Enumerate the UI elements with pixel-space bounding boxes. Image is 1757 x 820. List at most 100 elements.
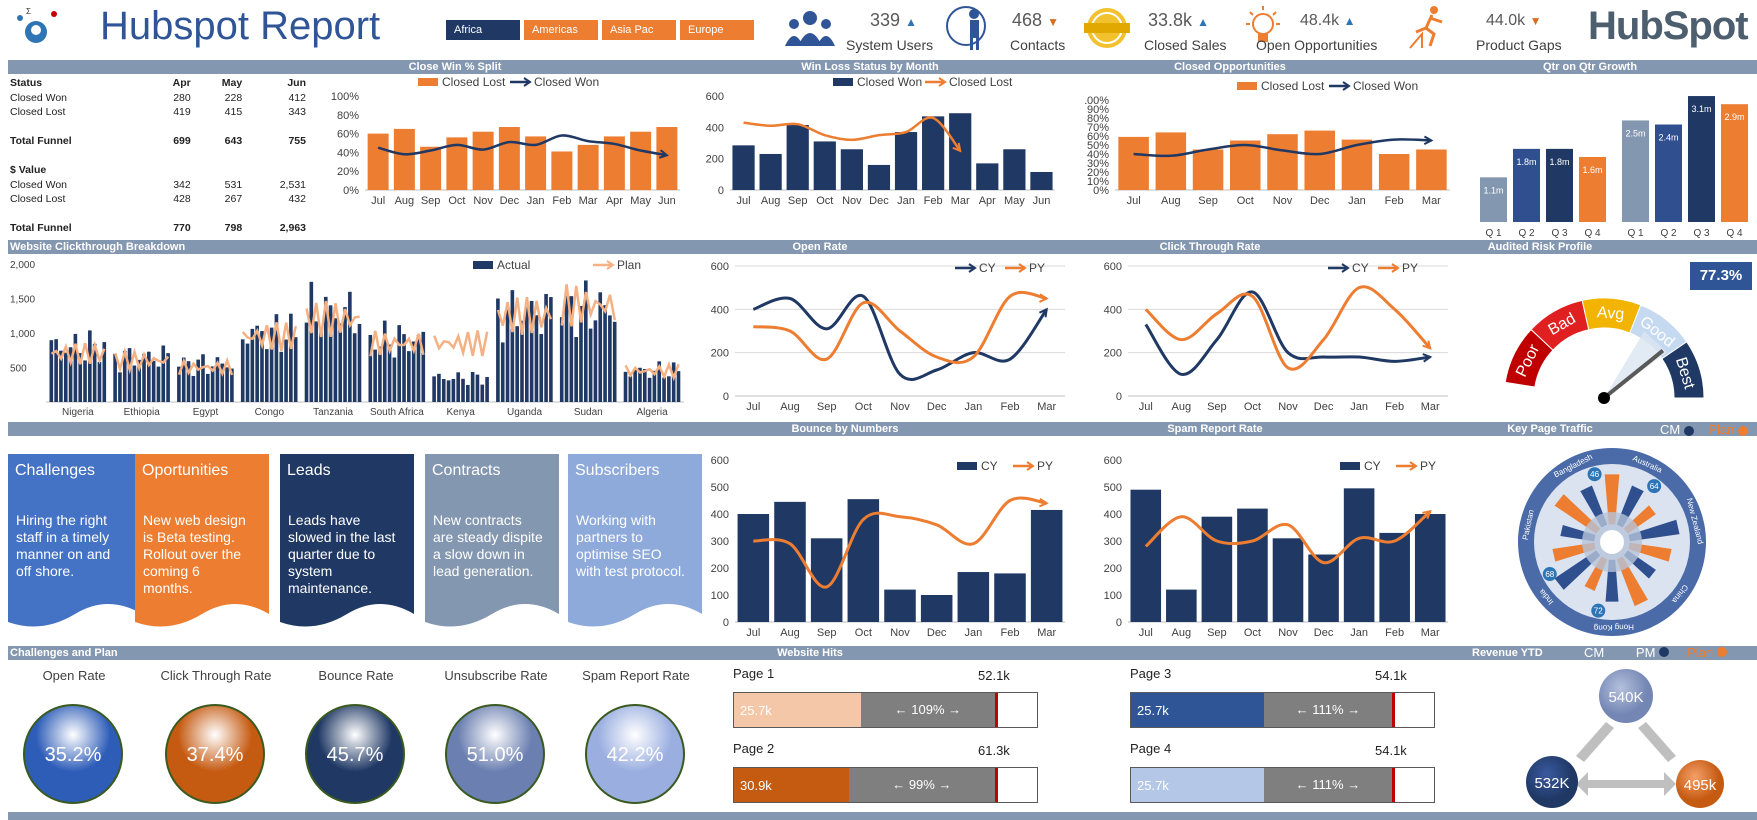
bar [1513,148,1540,222]
section-closed-opp: Closed Opportunities [1174,61,1286,73]
win-loss-chart: 0 200 400 600 Jul Aug Sep Oct Nov Dec Jan Feb Mar Apr… [706,76,1055,207]
bar [657,361,662,402]
bar [579,305,583,402]
x-tick-label: Feb [924,195,943,207]
x-tick-label: Q 1 [1485,228,1502,239]
tab-americas[interactable]: Americas [524,20,598,40]
bar [667,376,671,402]
card-oportunities: Oportunities New web design is Beta test… [135,454,269,640]
bar [367,133,389,190]
card-body: New contracts are steady dispite a slow … [433,512,543,579]
bar [142,353,146,402]
rate-sphere: 37.4% [165,704,265,804]
bar [475,374,480,402]
hit-pct: ← 109% → [894,702,962,717]
bar [225,367,229,402]
bar [260,331,264,402]
x-tick-label: Jun [1033,195,1051,207]
bar [498,127,520,190]
traffic-value-dot [1587,467,1602,482]
y-tick-label: 600 [711,261,729,273]
bar [118,372,122,402]
kpi-system-users-value: 339 ▲ [870,10,917,30]
bar [113,353,117,402]
bar [54,339,58,402]
bar [220,363,225,402]
open-rate-chart: 0 200 400 600 Jul Aug Sep Oct Nov Dec Jan Feb Mar CY P… [711,261,1065,413]
series-line [753,496,1047,589]
x-tick-label: Q 1 [1627,228,1644,239]
tab-africa[interactable]: Africa [446,20,520,40]
x-tick-label: Sep [788,195,808,207]
x-tick-label: Tanzania [313,407,353,418]
bar [598,292,603,402]
bar [1267,134,1298,190]
card-body: Leads have slowed in the last quarter du… [288,512,396,596]
series-line [177,356,234,377]
y-tick-label: 1,000 [10,329,35,340]
closed-opportunities-chart: 0%10%20%30%40%50%60%70%80%90%100% Jul Aug S… [1085,79,1450,207]
arrow-icon [1576,722,1614,762]
x-tick-label: Q 2 [1660,228,1677,239]
data-label: 2.5m [1625,128,1645,138]
bar [529,300,534,402]
hit-pct: ← 99% → [892,777,952,792]
rate-label: Spam Report Rate [582,668,690,683]
arrowhead [952,142,962,153]
bar [1230,140,1261,190]
legend-label: Closed Lost [1261,79,1325,93]
revenue-diagram: 540K 532K 495k [1526,669,1724,808]
legend-label: Plan [617,258,641,272]
bar [156,366,161,402]
y-tick-label: 0% [1093,185,1109,197]
y-tick-label: 60% [1087,131,1109,143]
x-tick-label: Jul [746,627,760,639]
arrow-icon [1638,722,1676,762]
y-tick-label: 500 [1104,482,1122,494]
gauge-band-label: Avg [1596,304,1625,323]
bar [407,351,411,402]
legend-label: Closed Lost [949,76,1013,89]
bar [269,327,274,402]
bar [1416,149,1447,190]
x-tick-label: Jan [964,627,982,639]
bar [416,334,421,402]
x-tick-label: May [630,195,651,207]
x-tick-label: Dec [1310,195,1330,207]
section-website-ct: Website Clickthrough Breakdown [10,241,186,253]
bar [1030,509,1063,622]
x-tick-label: Mar [1421,401,1440,413]
y-tick-label: 90% [1087,104,1109,116]
y-tick-label: 200 [706,154,724,166]
x-tick-label: Feb [1385,401,1404,413]
bar [102,342,107,402]
series-line [743,116,962,152]
x-tick-label: Mar [1422,195,1441,207]
bar [456,372,460,402]
x-tick-label: Jan [1350,401,1368,413]
tab-europe[interactable]: Europe [680,20,754,40]
hit-total: 54.1k [1375,668,1407,683]
bar [392,357,397,402]
x-tick-label: Dec [927,627,947,639]
bar [1155,132,1187,190]
x-tick-label: Aug [1161,195,1181,207]
x-tick-label: Kenya [447,407,476,418]
table-row: Closed Lost 419 415 343 [10,106,306,119]
hit-bar: 25.7k ← 111% → [1130,692,1435,728]
bar [166,353,170,402]
section-close-win: Close Win % Split [408,61,502,73]
legend-swatch [957,462,977,470]
tab-asia-pac[interactable]: Asia Pac [602,20,676,40]
bar [279,351,284,402]
legend-swatch [418,78,438,86]
gauge-needle [1602,349,1665,400]
bar [328,305,333,402]
bar [588,328,593,402]
hit-bar-gap: ← 111% → [1264,768,1392,802]
rate-sphere: 35.2% [23,704,123,804]
x-tick-label: Nov [890,401,910,413]
bar [97,362,102,402]
x-tick-label: Aug [1172,401,1192,413]
x-tick-label: Sep [1198,195,1218,207]
